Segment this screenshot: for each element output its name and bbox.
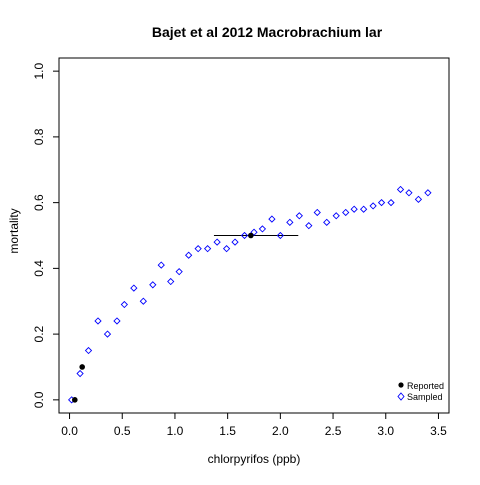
y-tick-label: 0.0: [32, 391, 46, 408]
sampled-point: [342, 208, 350, 217]
sampled-point: [185, 251, 193, 259]
sampled-point: [387, 198, 395, 207]
x-tick-label: 1.0: [167, 424, 184, 438]
x-tick-label: 1.5: [219, 424, 236, 438]
sampled-point: [175, 268, 183, 276]
sampled-point: [295, 212, 303, 220]
sampled-point: [258, 225, 267, 233]
sampled-point: [94, 317, 102, 325]
sampled-point: [157, 261, 165, 269]
sampled-point: [424, 189, 432, 197]
legend: Reported Sampled: [397, 381, 444, 402]
x-tick-label: 0.0: [61, 424, 78, 438]
sampled-point: [84, 346, 93, 355]
sampled-point: [240, 231, 249, 240]
x-axis-label: chlorpyrifos (ppb): [208, 452, 301, 466]
sampled-point: [213, 238, 221, 246]
sampled-point: [139, 297, 147, 305]
sampled-point: [396, 185, 405, 194]
y-tick-label: 0.6: [32, 194, 46, 211]
sampled-point: [203, 245, 212, 253]
sampled-point: [377, 198, 386, 207]
sampled-point: [130, 284, 138, 292]
y-tick-label: 0.2: [32, 325, 46, 342]
y-tick-label: 0.8: [32, 128, 46, 145]
sampled-point: [76, 369, 84, 378]
sampled-point: [250, 228, 258, 236]
sampled-point: [332, 212, 340, 220]
x-tick-label: 3.0: [377, 424, 394, 438]
y-axis-label: mortality: [7, 208, 21, 253]
x-tick-label: 2.5: [325, 424, 342, 438]
y-tick-label: 1.0: [32, 62, 46, 79]
reported-point: [248, 232, 254, 239]
sampled-point: [120, 300, 128, 309]
x-axis: 0.0 0.5 1.0 1.5 2.0 2.5 3.0 3.5: [61, 412, 447, 438]
sampled-point: [359, 205, 368, 213]
sampled-point: [268, 215, 276, 223]
sampled-point: [286, 218, 294, 226]
y-axis: 0.0 0.2 0.4 0.6 0.8 1.0: [32, 62, 60, 408]
sampled-point: [103, 330, 112, 338]
x-tick-label: 2.0: [272, 424, 289, 438]
sampled-point: [369, 202, 377, 210]
y-tick-label: 0.4: [32, 260, 46, 277]
legend-label-reported: Reported: [407, 381, 444, 391]
legend-marker-sampled: [397, 392, 405, 401]
sampled-point: [167, 277, 175, 286]
sampled-point: [276, 231, 284, 240]
data-points: [68, 185, 432, 404]
sampled-point: [231, 238, 239, 246]
x-tick-label: 3.5: [430, 424, 447, 438]
sampled-point: [113, 317, 121, 325]
legend-label-sampled: Sampled: [407, 392, 443, 402]
x-tick-label: 0.5: [114, 424, 131, 438]
chart-title: Bajet et al 2012 Macrobrachium lar: [152, 24, 383, 40]
reported-point: [72, 397, 78, 403]
sampled-point: [350, 205, 358, 213]
sampled-point: [149, 281, 157, 289]
sampled-point: [305, 222, 313, 230]
sampled-point: [222, 245, 231, 253]
sampled-point: [414, 195, 423, 203]
sampled-point: [323, 218, 331, 226]
reported-point: [79, 364, 85, 370]
legend-marker-reported: [398, 382, 404, 388]
sampled-point: [405, 189, 413, 197]
sampled-point: [194, 245, 202, 253]
sampled-point: [313, 208, 321, 217]
